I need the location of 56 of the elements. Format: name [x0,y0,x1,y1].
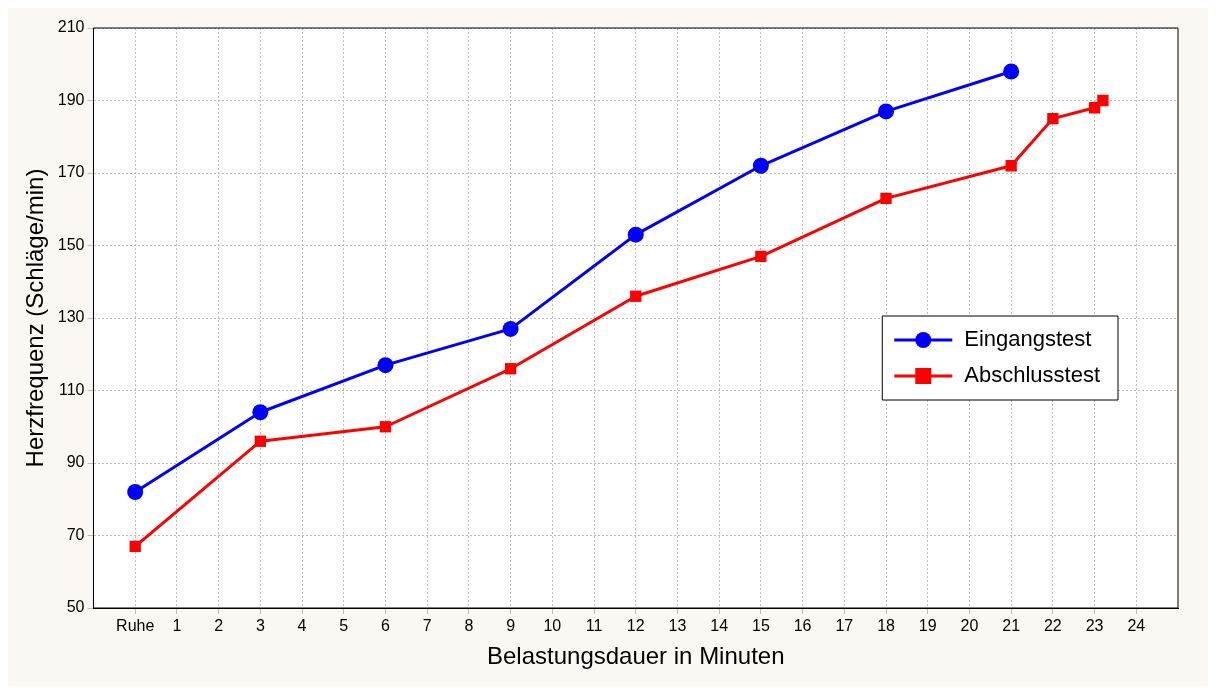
point [1047,112,1059,125]
x-tick-label: 4 [297,617,307,635]
y-axis-title: Herzfrequenz (Schläge/min) [21,168,49,468]
point [377,357,394,374]
y-tick-label: 130 [57,308,85,326]
x-tick-label: 18 [877,617,896,635]
legend-label: Eingangstest [964,326,1092,352]
point [379,421,392,433]
x-tick-label: 19 [918,617,937,635]
x-tick-label: 8 [464,617,474,635]
point [878,103,895,120]
point [127,484,144,500]
x-tick-label: 23 [1085,617,1104,635]
point [880,192,892,205]
x-tick-label: 12 [626,617,645,635]
x-tick-label: 3 [255,617,265,635]
x-tick-label: 16 [793,617,812,635]
y-tick-label: 110 [58,380,85,398]
x-tick-label: 15 [751,617,770,635]
x-tick-label: 9 [506,617,516,635]
x-tick-label: 13 [668,617,687,635]
y-tick-label: 50 [66,598,85,616]
point [1097,94,1109,107]
point [502,320,519,337]
x-tick-label: 11 [585,617,603,635]
point [252,404,269,421]
point [129,540,141,553]
point [254,435,266,447]
x-axis-title: Belastungsdauer in Minuten [486,642,785,670]
y-tick-label: 70 [66,525,85,543]
x-tick-label: 6 [381,617,391,635]
x-tick-label: Ruhe [116,617,155,635]
point [1003,63,1020,80]
point [627,226,644,243]
point [752,157,769,174]
point [1005,160,1017,172]
point [755,250,767,263]
x-tick-label: 1 [172,617,182,635]
x-tick-label: 17 [835,617,854,635]
point [504,363,517,375]
x-tick-label: 21 [1002,617,1021,635]
y-tick-label: 150 [57,235,85,253]
y-tick-label: 210 [57,18,85,36]
x-tick-label: 5 [339,617,349,635]
x-tick-label: 10 [543,617,562,635]
y-tick-label: 170 [57,163,85,181]
x-tick-label: 24 [1127,617,1146,635]
x-tick-label: 14 [710,617,729,635]
point [630,290,642,302]
x-tick-label: 22 [1043,617,1062,635]
x-tick-label: 2 [214,617,224,635]
y-tick-label: 90 [66,453,85,471]
y-tick-label: 190 [57,90,85,108]
legend-label: Abschlusstest [964,362,1101,388]
x-tick-label: 20 [960,617,979,635]
x-tick-label: 7 [422,617,432,635]
